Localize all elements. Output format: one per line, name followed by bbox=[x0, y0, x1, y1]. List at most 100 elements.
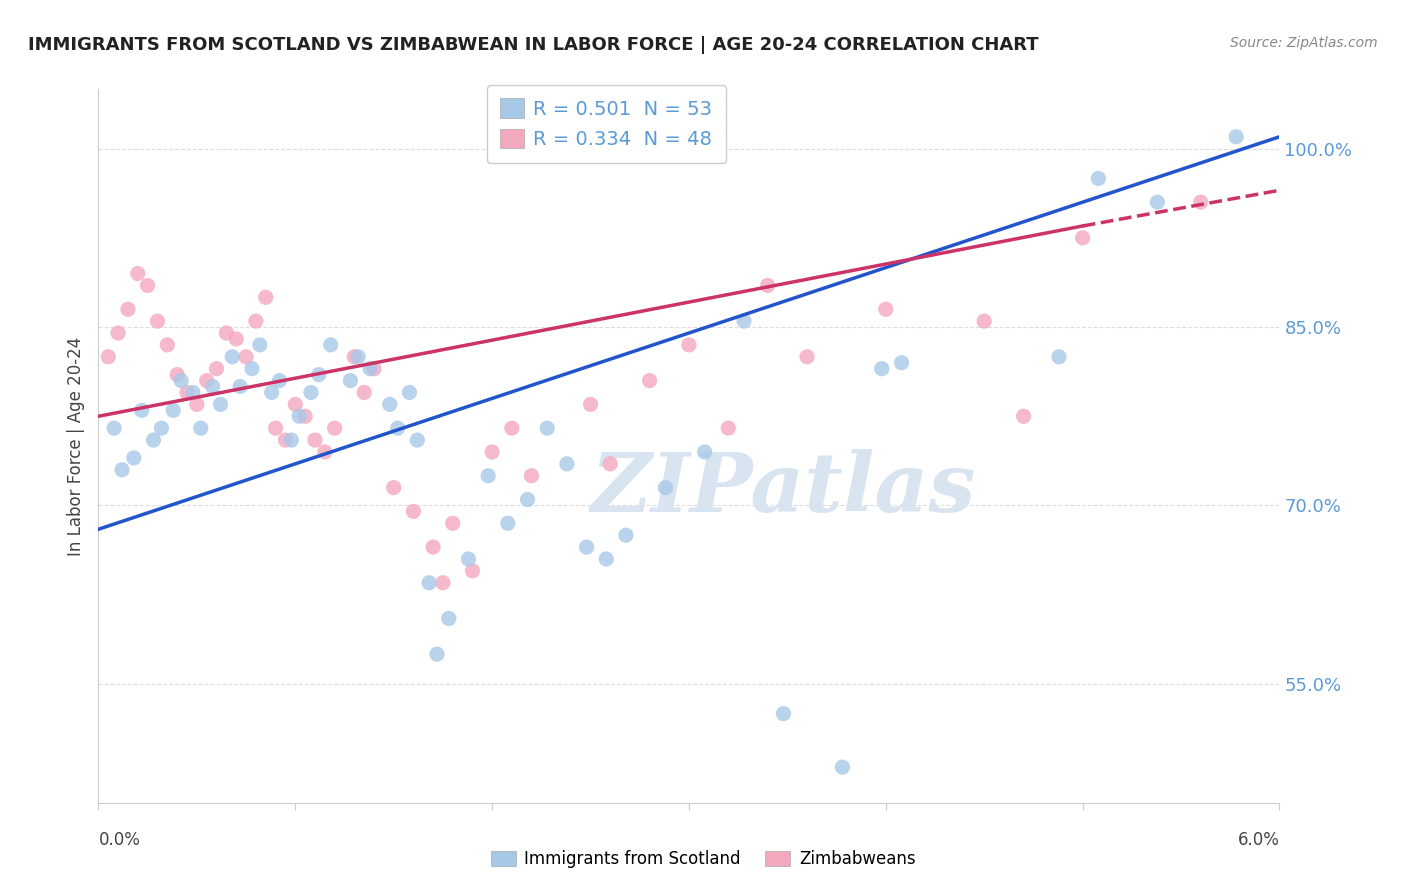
Point bbox=[229, 379, 252, 393]
Point bbox=[190, 421, 212, 435]
Text: 0.0%: 0.0% bbox=[98, 831, 141, 849]
Point bbox=[461, 564, 484, 578]
Point bbox=[339, 374, 361, 388]
Point bbox=[249, 338, 271, 352]
Point bbox=[347, 350, 370, 364]
Point bbox=[717, 421, 740, 435]
Point bbox=[772, 706, 794, 721]
Point bbox=[432, 575, 454, 590]
Point bbox=[136, 278, 159, 293]
Point bbox=[496, 516, 519, 531]
Point bbox=[426, 647, 449, 661]
Point bbox=[481, 445, 503, 459]
Point bbox=[186, 397, 208, 411]
Point bbox=[378, 397, 401, 411]
Point bbox=[117, 302, 139, 317]
Text: IMMIGRANTS FROM SCOTLAND VS ZIMBABWEAN IN LABOR FORCE | AGE 20-24 CORRELATION CH: IMMIGRANTS FROM SCOTLAND VS ZIMBABWEAN I… bbox=[28, 36, 1039, 54]
Point bbox=[520, 468, 543, 483]
Point bbox=[142, 433, 165, 447]
Point bbox=[501, 421, 523, 435]
Point bbox=[221, 350, 243, 364]
Point bbox=[156, 338, 179, 352]
Point bbox=[162, 403, 184, 417]
Point bbox=[245, 314, 267, 328]
Point bbox=[555, 457, 578, 471]
Point bbox=[284, 397, 307, 411]
Text: 6.0%: 6.0% bbox=[1237, 831, 1279, 849]
Point bbox=[122, 450, 145, 465]
Point bbox=[353, 385, 375, 400]
Point bbox=[418, 575, 440, 590]
Point bbox=[595, 552, 617, 566]
Point bbox=[127, 267, 149, 281]
Point bbox=[215, 326, 238, 340]
Point bbox=[733, 314, 755, 328]
Point bbox=[225, 332, 247, 346]
Point bbox=[254, 290, 277, 304]
Y-axis label: In Labor Force | Age 20-24: In Labor Force | Age 20-24 bbox=[66, 336, 84, 556]
Point bbox=[599, 457, 621, 471]
Point bbox=[1146, 195, 1168, 210]
Point bbox=[831, 760, 853, 774]
Point bbox=[294, 409, 316, 424]
Point bbox=[323, 421, 346, 435]
Point bbox=[614, 528, 637, 542]
Text: ZIPatlas: ZIPatlas bbox=[591, 449, 976, 529]
Point bbox=[288, 409, 311, 424]
Point bbox=[1047, 350, 1070, 364]
Point bbox=[441, 516, 464, 531]
Point bbox=[170, 374, 193, 388]
Point bbox=[150, 421, 173, 435]
Point bbox=[308, 368, 330, 382]
Point bbox=[205, 361, 228, 376]
Point bbox=[146, 314, 169, 328]
Point bbox=[235, 350, 257, 364]
Point bbox=[304, 433, 326, 447]
Point bbox=[536, 421, 558, 435]
Text: Source: ZipAtlas.com: Source: ZipAtlas.com bbox=[1230, 36, 1378, 50]
Point bbox=[398, 385, 420, 400]
Point bbox=[166, 368, 188, 382]
Point bbox=[181, 385, 204, 400]
Point bbox=[422, 540, 444, 554]
Point bbox=[299, 385, 322, 400]
Point bbox=[870, 361, 893, 376]
Point bbox=[890, 356, 912, 370]
Point bbox=[875, 302, 897, 317]
Point bbox=[1225, 129, 1247, 144]
Point bbox=[280, 433, 302, 447]
Point bbox=[103, 421, 125, 435]
Point bbox=[111, 463, 134, 477]
Legend: R = 0.501  N = 53, R = 0.334  N = 48: R = 0.501 N = 53, R = 0.334 N = 48 bbox=[486, 85, 725, 162]
Point bbox=[382, 481, 405, 495]
Point bbox=[693, 445, 716, 459]
Point bbox=[1012, 409, 1035, 424]
Point bbox=[575, 540, 598, 554]
Point bbox=[107, 326, 129, 340]
Point bbox=[579, 397, 602, 411]
Point bbox=[264, 421, 287, 435]
Point bbox=[260, 385, 283, 400]
Point bbox=[638, 374, 661, 388]
Point bbox=[457, 552, 479, 566]
Point bbox=[678, 338, 700, 352]
Point bbox=[1087, 171, 1109, 186]
Point bbox=[387, 421, 409, 435]
Point bbox=[406, 433, 429, 447]
Point bbox=[131, 403, 153, 417]
Point bbox=[1189, 195, 1212, 210]
Point bbox=[437, 611, 460, 625]
Point bbox=[201, 379, 224, 393]
Point bbox=[195, 374, 218, 388]
Point bbox=[973, 314, 995, 328]
Point bbox=[402, 504, 425, 518]
Point bbox=[343, 350, 366, 364]
Point bbox=[477, 468, 499, 483]
Point bbox=[1071, 231, 1094, 245]
Point bbox=[240, 361, 263, 376]
Legend: Immigrants from Scotland, Zimbabweans: Immigrants from Scotland, Zimbabweans bbox=[484, 844, 922, 875]
Point bbox=[359, 361, 381, 376]
Point bbox=[516, 492, 538, 507]
Point bbox=[319, 338, 342, 352]
Point bbox=[97, 350, 120, 364]
